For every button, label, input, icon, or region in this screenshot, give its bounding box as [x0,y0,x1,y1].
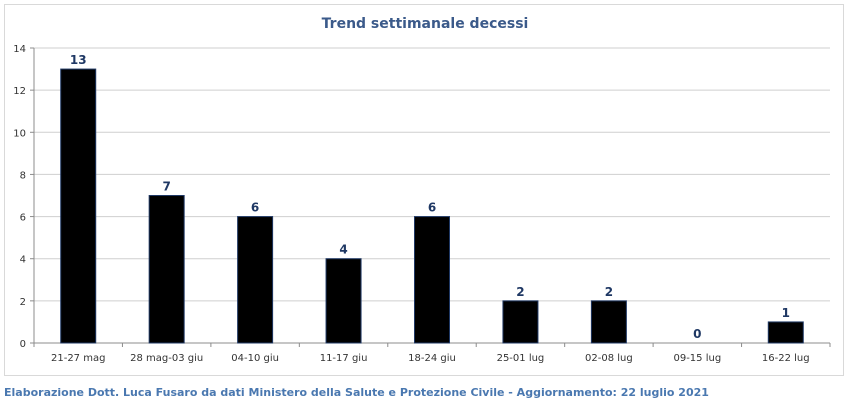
bar [590,300,627,344]
data-label: 2 [605,285,613,299]
bar [414,216,450,344]
bar [60,68,97,344]
data-label: 2 [516,285,524,299]
x-tick-label: 25-01 lug [497,353,545,364]
bar [148,195,185,344]
bar [237,216,274,344]
y-tick-label: 8 [20,170,26,181]
bar [502,300,539,344]
bars [60,68,804,344]
y-tick-label: 0 [20,339,26,350]
y-axis: 0 2 4 6 8 10 12 14 [13,44,35,350]
chart-title: Trend settimanale decessi [322,16,529,32]
data-labels: 13 7 6 4 6 2 2 0 1 [70,53,790,341]
y-tick-label: 4 [20,255,26,266]
x-tick-label: 18-24 giu [408,353,456,364]
x-axis: 21-27 mag 28 mag-03 giu 04-10 giu 11-17 giu… [33,343,831,364]
x-tick-label: 04-10 giu [231,353,279,364]
x-tick-label: 21-27 mag [51,353,105,364]
bar [325,258,362,344]
source-credit: Elaborazione Dott. Luca Fusaro da dati M… [4,386,709,399]
y-tick-label: 10 [13,128,26,139]
data-label: 13 [70,53,87,67]
x-tick-label: 02-08 lug [585,353,633,364]
data-label: 7 [162,180,170,194]
data-label: 6 [251,201,259,215]
x-tick-label: 09-15 lug [673,353,721,364]
x-tick-label: 28 mag-03 giu [130,353,203,364]
x-tick-label: 11-17 giu [320,353,368,364]
x-tick-label: 16-22 lug [762,353,810,364]
data-label: 6 [428,201,436,215]
bar [767,321,804,344]
y-tick-label: 12 [13,86,26,97]
data-label: 0 [693,327,701,341]
data-label: 4 [339,243,347,257]
y-tick-label: 2 [20,297,26,308]
data-label: 1 [782,306,790,320]
y-tick-label: 6 [20,213,26,224]
y-tick-label: 14 [13,44,26,55]
